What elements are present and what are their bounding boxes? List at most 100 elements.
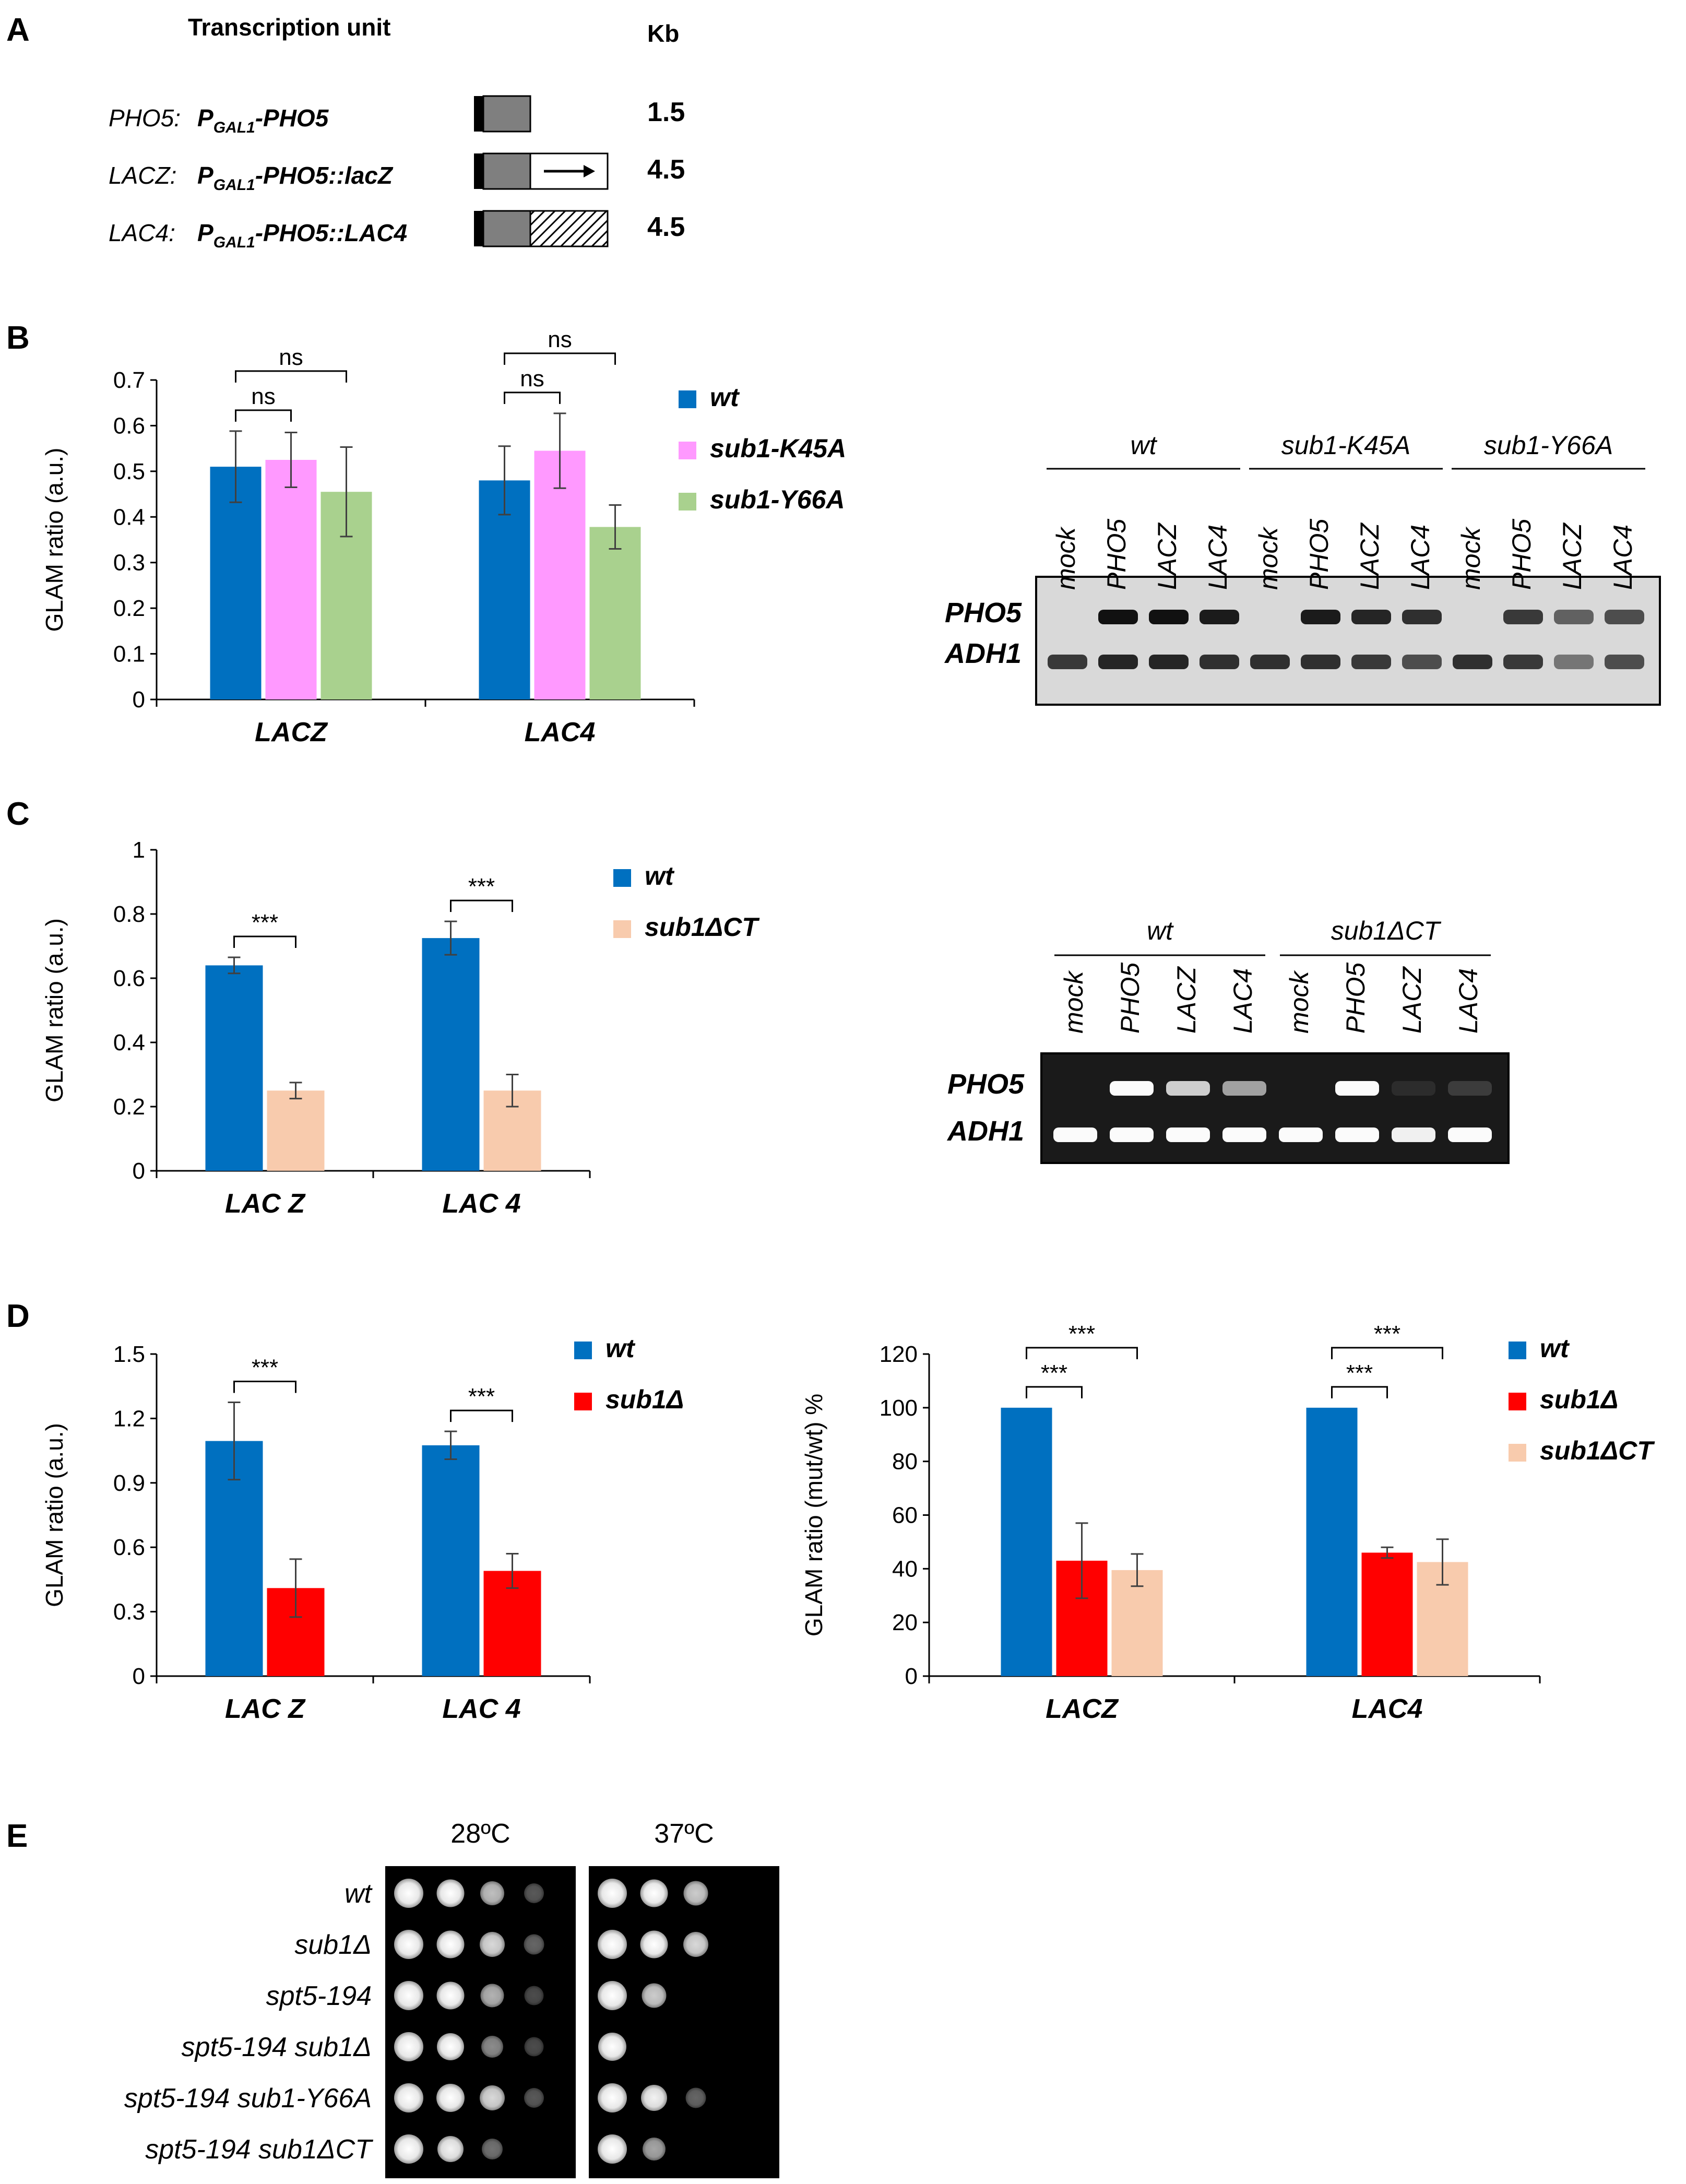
- yeast-colony-spot: [598, 1879, 627, 1908]
- panel-a: A Transcription unit Kb PHO5: PGAL1-PHO5…: [6, 12, 685, 251]
- y-axis-label: GLAM ratio (a.u.): [41, 448, 68, 632]
- temperature-label: 28ºC: [450, 1819, 510, 1849]
- legend-label: sub1ΔCT: [1540, 1436, 1655, 1465]
- tu-row-name: LAC4:: [109, 219, 175, 246]
- strain-label: wt: [345, 1879, 373, 1909]
- bar-B-0-0: [210, 467, 262, 699]
- yeast-colony-spot: [598, 2083, 627, 2112]
- gel-group-label: sub1-K45A: [1281, 431, 1410, 460]
- strain-label: sub1Δ: [294, 1930, 372, 1960]
- gel-band-pho5: [1351, 610, 1391, 624]
- yeast-colony-spot: [598, 1981, 627, 2010]
- x-category-label: LAC4: [525, 717, 596, 747]
- gel-band-adh1: [1110, 1127, 1154, 1142]
- gel-lane-label: PHO5: [1507, 519, 1536, 590]
- yeast-colony-spot: [436, 1930, 465, 1959]
- tu-row-construct: PGAL1-PHO5::lacZ: [197, 162, 394, 194]
- gel-band-label: PHO5: [947, 1069, 1025, 1100]
- gel-lane-label: LAC4: [1203, 525, 1232, 590]
- yeast-colony-spot: [482, 2139, 503, 2159]
- x-category-label: LAC4: [1352, 1694, 1423, 1724]
- significance-label: ***: [1068, 1321, 1095, 1347]
- significance-bracket: [1026, 1386, 1083, 1398]
- gel-lane-label: LAC4: [1608, 525, 1637, 590]
- tu-row-name: LACZ:: [109, 162, 176, 189]
- tu-row-kb: 1.5: [647, 97, 685, 127]
- tu-row-lac4: LAC4: PGAL1-PHO5::LAC4 4.5: [109, 210, 685, 251]
- chart-c-bar-chart: 0 0.2 0.4 0.6 0.8 1 GLAM ratio (a.u.) LAC Z LAC …: [41, 837, 760, 1219]
- significance-bracket: [233, 1381, 296, 1393]
- gel-group-label: sub1ΔCT: [1331, 916, 1442, 945]
- yeast-colony-spot: [480, 1984, 504, 2008]
- gel-band-adh1: [1279, 1127, 1323, 1142]
- legend-swatch: [679, 390, 696, 408]
- gel-band-adh1: [1048, 655, 1087, 669]
- yeast-colony-spot: [524, 1986, 544, 2005]
- y-tick-label: 0.3: [113, 1599, 145, 1625]
- bar-C-0-1: [267, 1090, 325, 1171]
- legend-label: sub1Δ: [1540, 1385, 1618, 1414]
- tu-row-construct: PGAL1-PHO5: [197, 104, 329, 136]
- yeast-colony-spot: [598, 2033, 626, 2061]
- gel-lane-label: LACZ: [1558, 523, 1587, 590]
- gel-band-pho5: [1392, 1081, 1435, 1096]
- yeast-colony-spot: [685, 2087, 706, 2108]
- yeast-colony-spot: [480, 1932, 505, 1957]
- gel-band-adh1: [1453, 655, 1492, 669]
- legend-swatch: [613, 869, 631, 887]
- x-category-label: LAC 4: [442, 1189, 520, 1219]
- significance-label: ns: [520, 366, 544, 391]
- y-axis-label: GLAM ratio (a.u.): [41, 1423, 68, 1607]
- significance-bracket: [1026, 1347, 1138, 1359]
- gel-band-pho5: [1149, 610, 1189, 624]
- strain-label: spt5-194 sub1ΔCT: [145, 2134, 373, 2165]
- gel-band-adh1: [1335, 1127, 1379, 1142]
- gel-lane-label: PHO5: [1341, 963, 1370, 1034]
- gel-band-adh1: [1098, 655, 1138, 669]
- yeast-colony-spot: [481, 2036, 503, 2058]
- bar-D1-1-0: [422, 1445, 480, 1676]
- bar-C-1-0: [422, 938, 480, 1171]
- y-tick-label: 40: [892, 1556, 918, 1582]
- significance-bracket: [1331, 1386, 1388, 1398]
- gel-band-label: ADH1: [946, 1115, 1024, 1147]
- significance-label: ***: [468, 1384, 495, 1409]
- gel-band-pho5: [1222, 1081, 1266, 1096]
- yeast-colony-spot: [683, 1932, 708, 1957]
- bar-B-1-2: [589, 527, 641, 699]
- gel-band-pho5: [1448, 1081, 1492, 1096]
- gel-lane-label: LAC4: [1228, 968, 1257, 1034]
- y-tick-label: 0.2: [113, 1094, 145, 1120]
- tu-row-kb: 4.5: [647, 212, 685, 242]
- yeast-colony-spot: [394, 1879, 423, 1908]
- x-category-label: LACZ: [1046, 1694, 1119, 1724]
- legend-swatch: [574, 1342, 592, 1359]
- significance-label: ***: [252, 1355, 278, 1381]
- legend-swatch: [1509, 1444, 1526, 1462]
- gel-lane-label: LAC4: [1454, 968, 1483, 1034]
- gel-band-adh1: [1448, 1127, 1492, 1142]
- yeast-colony-spot: [437, 2136, 464, 2162]
- gel-band-adh1: [1554, 655, 1594, 669]
- strain-label: spt5-194 sub1-Y66A: [124, 2083, 372, 2114]
- significance-bracket: [235, 370, 347, 383]
- significance-bracket: [450, 899, 513, 912]
- bar-D2-0-2: [1111, 1570, 1163, 1676]
- y-tick-label: 0.8: [113, 901, 145, 927]
- chart-b-bar-chart: 0 0.1 0.2 0.3 0.4 0.5 0.6 0.7 GLAM ratio (a.u.) L…: [41, 327, 846, 747]
- gel-band-adh1: [1301, 655, 1340, 669]
- tu-row-construct: PGAL1-PHO5::LAC4: [197, 219, 407, 251]
- gel-group-label: wt: [1147, 916, 1174, 945]
- y-tick-label: 0.3: [113, 550, 145, 576]
- chart-d-left-bar-chart: 0 0.3 0.6 0.9 1.2 1.5 GLAM ratio (a.u.) LAC Z LA…: [41, 1334, 684, 1724]
- gel-lane-label: LACZ: [1397, 966, 1427, 1034]
- yeast-colony-spot: [437, 2033, 464, 2060]
- panel-letter-b: B: [6, 320, 30, 356]
- bar-D2-1-0: [1306, 1407, 1358, 1676]
- yeast-colony-spot: [524, 1934, 544, 1955]
- significance-bracket: [233, 935, 296, 948]
- legend-swatch: [679, 493, 696, 511]
- bar-C-0-0: [205, 965, 263, 1171]
- gel-band-pho5: [1335, 1081, 1379, 1096]
- yeast-colony-spot: [524, 1883, 544, 1903]
